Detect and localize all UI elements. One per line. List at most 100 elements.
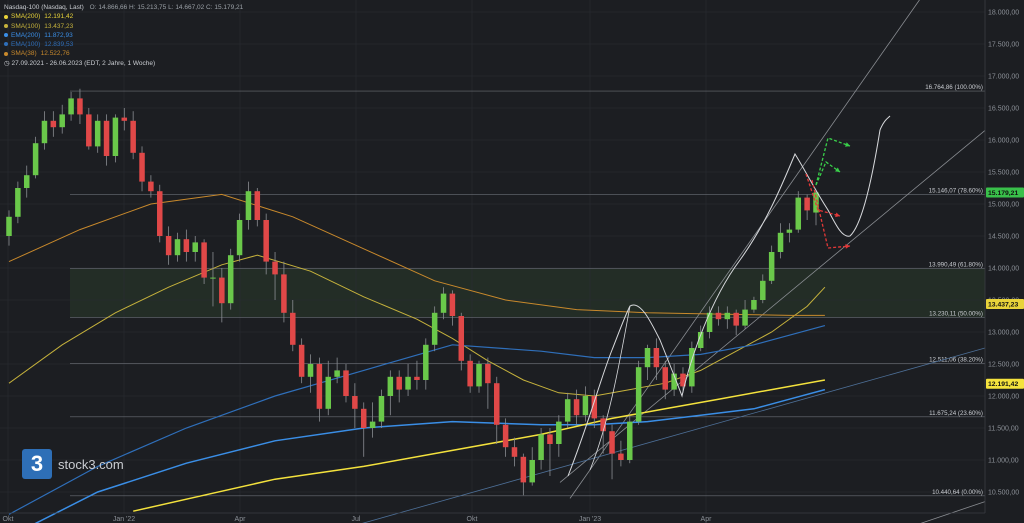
price-tag-label: 13.437,23 (988, 302, 1018, 309)
y-tick-label: 13.000,00 (988, 330, 1019, 337)
candle-body (201, 242, 207, 278)
legend-swatch (4, 33, 8, 38)
candle-body (493, 383, 500, 425)
candle-body (715, 312, 722, 320)
legend-title: Nasdaq-100 (Nasdaq, Last) O: 14.866,66 H… (4, 3, 243, 12)
x-tick-label: Okt (3, 516, 14, 523)
candle-body (440, 293, 447, 313)
candle-body (236, 220, 243, 256)
candle-body (724, 312, 731, 320)
price-tag-label: 15.179,21 (988, 190, 1018, 197)
candle-body (183, 239, 190, 252)
candle-body (706, 312, 713, 332)
price-tag (986, 299, 1024, 310)
candle-body (245, 191, 252, 220)
plot-background (0, 0, 985, 513)
price-tag-label: 12.191,42 (988, 381, 1018, 388)
candle-body (396, 376, 402, 390)
candle-body (804, 197, 810, 211)
candle-body (86, 114, 92, 147)
candle-body (387, 376, 394, 396)
candle-body (538, 434, 544, 460)
instrument-title: Nasdaq-100 (Nasdaq, Last) (4, 4, 84, 11)
candle-body (556, 421, 562, 444)
candle-body (795, 197, 802, 230)
candle-body (174, 239, 181, 256)
y-tick-label: 14.000,00 (988, 266, 1019, 273)
candle-body (148, 181, 154, 192)
candle-body (15, 188, 21, 217)
candle-body (352, 396, 358, 409)
candle-body (254, 191, 261, 220)
ohlc-readout: O: 14.866,66 H: 15.213,75 L: 14.667,02 C… (89, 4, 244, 11)
y-tick-label: 17.000,00 (988, 74, 1019, 81)
legend-series-list: SMA(200) 12.191,42 SMA(100) 13.437,23 EMA(20… (4, 12, 243, 58)
legend-swatch (4, 23, 8, 28)
legend-item[interactable]: SMA(38) 12.522,76 (4, 49, 243, 58)
x-tick-label: Apr (235, 516, 247, 523)
candle-body (59, 114, 65, 128)
legend-item[interactable]: SMA(100) 13.437,23 (4, 22, 243, 31)
candle-body (334, 370, 340, 377)
fib-level-label: 15.146,07 (78.60%) (929, 188, 983, 195)
date-range-label: 27.09.2021 - 26.06.2023 (EDT, 2 Jahre, 1… (11, 59, 156, 67)
candle-body (298, 344, 305, 377)
candle-body (751, 300, 757, 310)
y-tick-label: 10.500,00 (988, 490, 1019, 497)
legend-value: 12.839,53 (44, 41, 74, 49)
candle-body (130, 120, 136, 153)
legend-item[interactable]: EMA(100) 12.839,53 (4, 40, 243, 49)
support-line (920, 501, 986, 523)
candle-body (139, 152, 145, 182)
y-tick-label: 15.000,00 (988, 202, 1019, 209)
y-tick-label: 16.000,00 (988, 138, 1019, 145)
watermark-text: stock3.com (58, 456, 124, 472)
candle-body (733, 312, 739, 326)
candle-body (369, 421, 376, 428)
legend-item[interactable]: SMA(200) 12.191,42 (4, 12, 243, 21)
candle-body (263, 220, 269, 262)
bearish-arrow-2-head (845, 244, 850, 249)
date-range: ◷ 27.09.2021 - 26.06.2023 (EDT, 2 Jahre,… (4, 59, 243, 68)
candle-body (786, 229, 793, 233)
candle-body (343, 370, 349, 396)
candle-body (431, 312, 438, 345)
legend-value: 12.522,76 (40, 50, 70, 58)
candle-body (316, 364, 323, 409)
candle-body (635, 367, 642, 422)
x-tick-label: Apr (701, 516, 713, 523)
bullish-arrow-side-head (835, 167, 840, 172)
legend-swatch (4, 14, 8, 19)
candle-body (573, 399, 580, 416)
legend-swatch (4, 51, 8, 56)
candle-body (103, 120, 110, 156)
legend-value: 12.191,42 (44, 13, 74, 21)
candle-body (653, 348, 660, 368)
candle-body (627, 421, 633, 460)
projection-curve (567, 115, 891, 477)
price-tag (986, 378, 1024, 389)
candle-body (165, 236, 172, 256)
candle-body (511, 447, 518, 457)
candle-body (600, 418, 606, 432)
y-tick-label: 15.500,00 (988, 170, 1019, 177)
clock-icon: ◷ (4, 59, 10, 67)
bearish-arrow-1-head (835, 212, 840, 218)
candle-body (760, 280, 766, 300)
bullish-arrow-up (815, 137, 851, 186)
legend-swatch (4, 42, 8, 47)
y-tick-label: 12.000,00 (988, 394, 1019, 401)
candle-body (742, 309, 748, 326)
fib-level-label: 13.230,11 (50.00%) (929, 310, 983, 317)
candle-body (618, 453, 624, 460)
candle-body (768, 252, 775, 281)
legend-item[interactable]: EMA(200) 11.872,93 (4, 31, 243, 40)
candle-body (671, 373, 677, 390)
candle-body (281, 274, 287, 313)
legend-name: SMA(100) (11, 22, 41, 30)
candle-body (520, 456, 527, 483)
candle-body (458, 316, 465, 361)
candle-body (564, 399, 571, 422)
candle-body (192, 242, 198, 252)
